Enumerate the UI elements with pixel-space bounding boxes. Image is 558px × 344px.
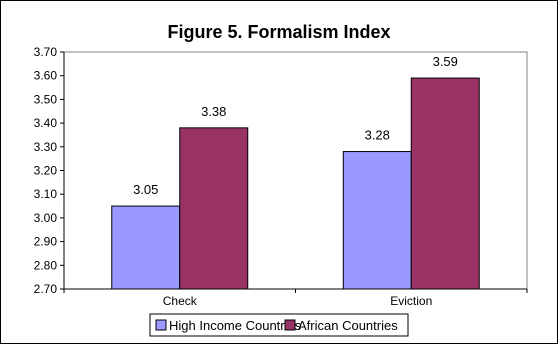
y-tick-label: 3.20	[34, 164, 58, 178]
y-tick-label: 2.90	[34, 235, 58, 249]
y-tick-label: 3.70	[34, 45, 58, 59]
data-label: 3.38	[201, 104, 226, 119]
y-tick-label: 3.50	[34, 92, 58, 106]
legend-label: High Income Countries	[169, 318, 302, 333]
y-tick-label: 2.70	[34, 282, 58, 296]
y-tick-label: 2.80	[34, 258, 58, 272]
y-tick-label: 3.40	[34, 116, 58, 130]
y-tick-label: 3.00	[34, 211, 58, 225]
bar	[342, 151, 412, 290]
plot-area: 2.70 2.80 2.90 3.00 3.10 3.20 3.30 3.40 3.50 3.60…	[34, 45, 528, 308]
bar	[179, 127, 249, 290]
legend-swatch	[155, 319, 167, 331]
data-label: 3.59	[433, 54, 458, 69]
data-label: 3.05	[133, 182, 158, 197]
x-tick-label: Eviction	[390, 294, 432, 308]
y-tick-label: 3.10	[34, 187, 58, 201]
y-tick-label: 3.60	[34, 69, 58, 83]
legend-label: African Countries	[298, 318, 398, 333]
bar	[410, 77, 480, 290]
x-tick-label: Check	[163, 294, 198, 308]
bar	[111, 205, 181, 290]
y-tick-label: 3.30	[34, 140, 58, 154]
data-label: 3.28	[365, 128, 390, 143]
chart-title: Figure 5. Formalism Index	[167, 22, 390, 42]
legend-swatch	[284, 319, 296, 331]
legend-box	[149, 313, 409, 337]
